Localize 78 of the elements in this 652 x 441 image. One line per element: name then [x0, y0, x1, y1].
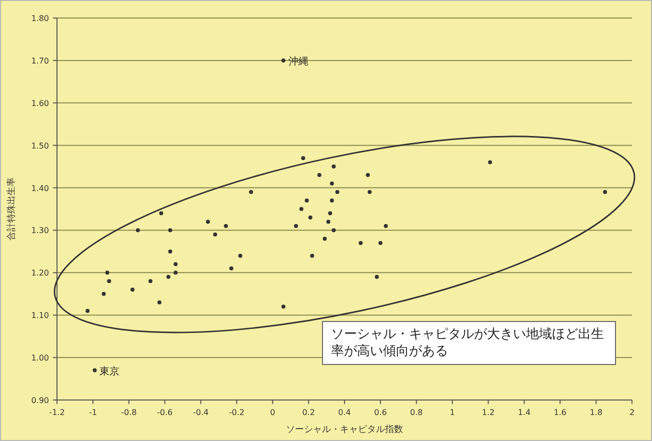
point [330, 182, 334, 186]
point [301, 156, 306, 160]
y-axis-title: 合計特殊出生率 [6, 178, 17, 240]
y-tick-label: 1.30 [31, 226, 49, 236]
point [174, 270, 178, 275]
point [92, 368, 97, 372]
point [330, 198, 334, 203]
point [249, 190, 254, 194]
point [299, 207, 304, 211]
y-tick-label: 1.10 [31, 311, 49, 320]
point [374, 274, 379, 279]
y-tick-label: 1.60 [31, 98, 49, 108]
point [168, 228, 172, 232]
x-tick-label: 0 [270, 408, 276, 417]
point [317, 173, 322, 178]
annotation: 沖縄 [288, 55, 308, 68]
x-tick-label: 0.8 [410, 408, 423, 417]
point [206, 220, 210, 224]
y-tick-label: 1.20 [31, 268, 49, 278]
x-tick-label: 0.2 [302, 408, 315, 417]
annotation: 東京 [100, 365, 120, 378]
point [322, 236, 327, 241]
point [378, 240, 382, 245]
x-tick-label: 0.6 [374, 408, 387, 417]
point [332, 164, 336, 169]
y-tick-label: 1.80 [31, 14, 49, 23]
point [229, 266, 234, 270]
point [328, 211, 332, 216]
x-tick-label: -0.8 [121, 408, 137, 417]
point [366, 173, 370, 178]
point [384, 224, 388, 228]
point [174, 262, 178, 266]
point [86, 308, 90, 313]
point [136, 228, 140, 232]
point [308, 215, 312, 220]
point [294, 224, 298, 228]
point [159, 211, 164, 216]
point [102, 292, 106, 296]
x-tick-label: 1.2 [482, 408, 495, 417]
point [488, 160, 492, 164]
point [168, 249, 172, 254]
point [148, 279, 152, 284]
point [213, 232, 218, 236]
x-tick-label: 0.4 [338, 408, 351, 417]
y-tick-label: 0.90 [31, 396, 49, 405]
x-tick-label: -1.2 [49, 408, 65, 417]
x-axis-title: ソーシャル・キャピタル指数 [286, 424, 403, 435]
y-tick-label: 1.70 [31, 56, 49, 66]
point [335, 190, 340, 194]
point [358, 240, 363, 245]
point [281, 304, 286, 309]
point [105, 270, 110, 275]
y-tick-label: 1.40 [31, 184, 49, 193]
x-tick-label: -1 [88, 408, 97, 417]
point [166, 274, 170, 279]
point [238, 254, 242, 258]
point [310, 254, 314, 258]
x-tick-label: 2 [629, 408, 635, 417]
point [368, 190, 372, 194]
point [107, 279, 112, 284]
x-tick-label: -0.4 [192, 408, 209, 417]
point [281, 58, 286, 62]
point [603, 190, 608, 194]
x-tick-label: -0.2 [228, 408, 244, 417]
textbox: ソーシャル・キャピタルが大きい地域ほど出生率が高い傾向がある [322, 321, 616, 365]
point [326, 220, 330, 224]
point [304, 198, 309, 203]
y-tick-label: 1.00 [31, 354, 49, 363]
x-tick-label: -0.6 [157, 408, 173, 417]
x-tick-label: 1.6 [554, 408, 566, 417]
point [332, 228, 336, 232]
y-tick-label: 1.50 [31, 141, 49, 150]
x-tick-label: 1.8 [590, 408, 602, 417]
point [157, 300, 162, 304]
x-tick-label: 1 [450, 408, 455, 417]
x-tick-label: 1.4 [518, 408, 531, 417]
point [224, 224, 228, 228]
point [130, 288, 134, 292]
